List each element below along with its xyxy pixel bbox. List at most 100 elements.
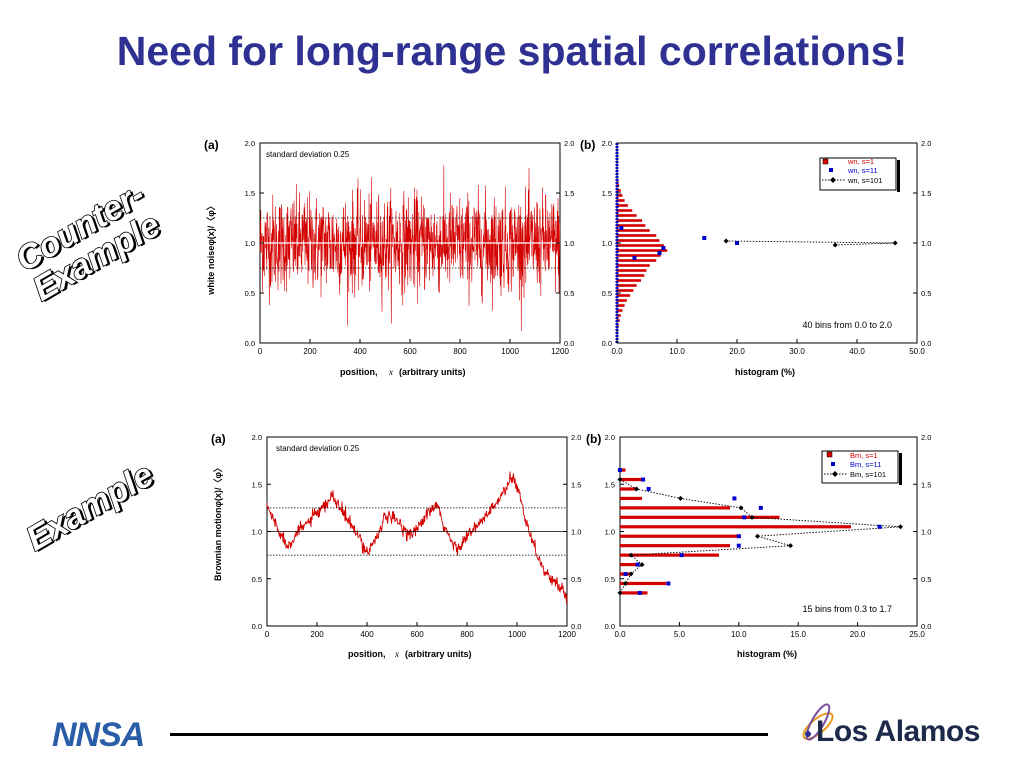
histogram-bar	[617, 309, 623, 312]
histogram-bar	[617, 299, 627, 302]
x-tick-label: 25.0	[909, 630, 925, 639]
y-tick-label-right: 1.5	[571, 480, 581, 489]
x-axis-label: histogram (%)	[737, 649, 797, 659]
x-axis-label-variable: x	[394, 649, 399, 659]
x-tick-label: 600	[403, 347, 417, 356]
y-tick-label: 1.0	[252, 528, 262, 537]
zero-bin-marker	[615, 146, 619, 148]
histogram-bar	[617, 304, 625, 307]
histogram-bar	[620, 496, 642, 501]
histogram-bar	[617, 259, 657, 262]
x-tick-label: 20.0	[729, 347, 745, 356]
los-alamos-logo: Los Alamos	[816, 715, 980, 748]
series-s101-point	[898, 524, 903, 530]
histogram-series	[615, 143, 898, 343]
series-s11-point	[732, 496, 737, 501]
series-s11-point	[661, 246, 666, 250]
series-s11-point	[635, 562, 640, 567]
zero-bin-marker	[615, 203, 619, 205]
y-tick-label-right: 0.0	[564, 339, 574, 348]
zero-bin-marker	[615, 335, 619, 337]
legend-entry-3: Bm, s=101	[850, 470, 886, 479]
histogram-bar	[617, 209, 633, 212]
series-s11-point	[742, 515, 747, 520]
zero-bin-marker	[615, 263, 619, 265]
histogram-bar	[620, 487, 637, 491]
zero-bin-marker	[615, 155, 619, 157]
legend-swatch-red	[826, 451, 833, 458]
y-tick-label: 1.5	[605, 480, 615, 489]
x-tick-label: 40.0	[849, 347, 865, 356]
x-tick-label: 1200	[551, 347, 569, 356]
y-tick-label: 1.5	[252, 480, 262, 489]
y-tick-label: 2.0	[245, 139, 255, 148]
histogram-bar	[620, 468, 626, 472]
y-tick-label: 0.5	[245, 289, 255, 298]
zero-bin-marker	[615, 311, 619, 313]
zero-bin-marker	[615, 170, 619, 172]
series-s11-point	[618, 468, 622, 473]
zero-bin-marker	[615, 320, 619, 322]
x-axis-label-prefix: position,	[340, 367, 378, 377]
legend-shadow	[899, 453, 902, 485]
histogram-bar	[617, 234, 657, 237]
y-tick-label: 0.0	[602, 339, 612, 348]
x-tick-label: 1000	[508, 630, 526, 639]
y-tick-label-right: 2.0	[564, 139, 574, 148]
histogram-bar	[620, 506, 730, 510]
series-s11-point	[679, 553, 684, 558]
x-tick-label: 15.0	[790, 630, 806, 639]
zero-bin-marker	[615, 239, 619, 241]
histogram-bar	[620, 525, 851, 529]
x-tick-label: 0	[258, 347, 263, 356]
zero-bin-marker	[615, 143, 619, 145]
y-tick-label-right: 0.5	[921, 289, 931, 298]
panel-annotation: standard deviation 0.25	[276, 444, 360, 453]
zero-bin-marker	[615, 173, 619, 175]
y-axis-label: white noiseφ(x)/〈φ〉	[206, 201, 216, 295]
legend-box	[819, 157, 897, 191]
zero-bin-marker	[615, 179, 619, 181]
series-s101-point	[755, 533, 760, 539]
y-tick-label: 1.0	[605, 528, 615, 537]
legend-swatch-blue	[831, 462, 835, 466]
legend-diamond	[832, 471, 838, 477]
y-tick-label-right: 2.0	[571, 433, 581, 442]
series-s11-point	[877, 524, 882, 529]
series-s101-point	[892, 240, 898, 246]
zero-bin-marker	[615, 221, 619, 223]
zero-bin-marker	[615, 248, 619, 250]
y-tick-label-right: 1.5	[921, 189, 931, 198]
y-tick-label-right: 0.5	[921, 575, 931, 584]
y-tick-label-right: 1.0	[921, 239, 931, 248]
legend-entry-2: wn, s=11	[847, 166, 878, 175]
x-tick-label: 10.0	[669, 347, 685, 356]
series-s101-line	[726, 240, 896, 246]
legend-swatch-red	[822, 158, 829, 165]
y-tick-label: 1.0	[245, 239, 255, 248]
series-s101-point	[634, 486, 639, 492]
footer-rule	[170, 733, 768, 736]
histogram-bar	[617, 249, 668, 252]
series-s101-point	[628, 571, 634, 577]
panel-top-left: (a) standard deviation 0.25 white noiseφ…	[204, 138, 574, 377]
series-s101-point	[749, 514, 755, 520]
zero-bin-marker	[615, 269, 619, 271]
los-alamos-emblem-icon	[802, 703, 834, 741]
zero-bin-marker	[615, 254, 619, 256]
histogram-bar	[617, 204, 628, 207]
zero-bin-marker	[615, 332, 619, 334]
y-tick-label: 1.5	[245, 189, 255, 198]
zero-bin-marker	[615, 260, 619, 262]
x-tick-label: 30.0	[789, 347, 805, 356]
series-s11-point	[735, 241, 739, 245]
zero-bin-marker	[615, 152, 619, 154]
histogram-bar	[620, 553, 719, 557]
zero-bin-marker	[615, 233, 619, 235]
brownian-line	[266, 471, 568, 604]
zero-bin-marker	[615, 209, 619, 211]
y-tick-label: 2.0	[252, 433, 262, 442]
zero-bin-marker	[615, 185, 619, 187]
zero-bin-marker	[615, 275, 619, 277]
